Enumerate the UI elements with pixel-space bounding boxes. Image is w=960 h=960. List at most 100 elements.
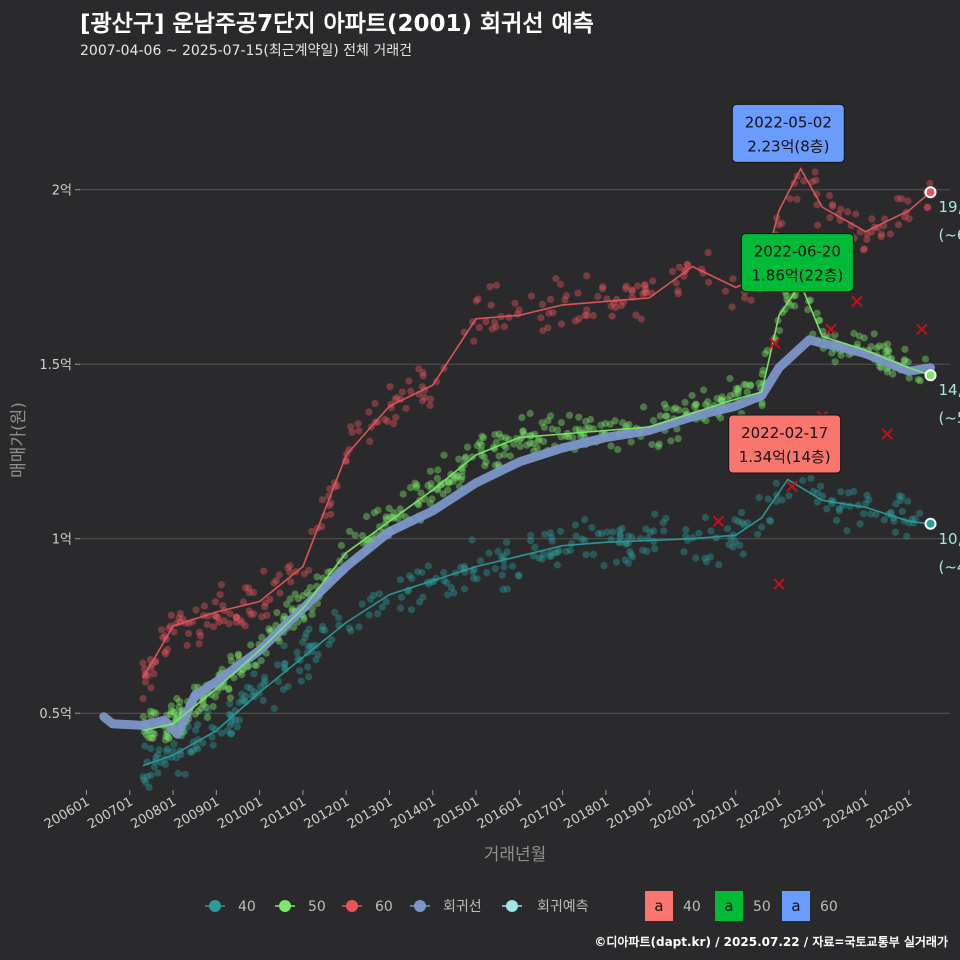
data-point <box>326 485 334 493</box>
x-tick-label: 201001 <box>215 794 265 832</box>
legend-swatch-glyph: a <box>654 897 663 915</box>
data-point <box>539 327 547 335</box>
series-50-end-point <box>926 371 935 380</box>
data-point <box>258 613 266 621</box>
data-point <box>474 295 482 303</box>
data-point <box>837 351 845 359</box>
data-point <box>444 591 452 599</box>
data-point <box>331 608 339 617</box>
data-point <box>167 702 175 710</box>
data-point <box>718 393 726 401</box>
data-point <box>598 529 606 538</box>
regression-line <box>99 335 935 739</box>
data-point <box>538 300 547 308</box>
legend-swatch <box>715 891 743 921</box>
data-point <box>503 538 511 547</box>
x-tick-label: 201401 <box>388 794 438 832</box>
data-point <box>468 536 476 544</box>
data-point <box>904 358 912 366</box>
data-point <box>598 285 607 293</box>
data-point <box>640 403 648 411</box>
data-point <box>896 496 904 505</box>
data-point <box>406 484 415 492</box>
data-point <box>491 461 499 469</box>
data-point <box>873 344 881 352</box>
data-point <box>553 561 561 569</box>
data-point <box>194 745 202 753</box>
data-point <box>263 611 271 619</box>
data-point <box>574 289 582 297</box>
data-point <box>208 733 216 741</box>
data-point <box>758 399 766 407</box>
data-point <box>281 665 289 673</box>
data-point <box>834 210 843 219</box>
data-point <box>498 553 506 561</box>
data-point <box>775 221 783 229</box>
data-point <box>147 712 155 720</box>
data-point <box>500 563 508 571</box>
data-point <box>646 528 654 536</box>
data-point <box>754 530 762 538</box>
data-point <box>203 713 211 722</box>
data-point <box>702 417 710 425</box>
data-point <box>415 501 423 509</box>
max-price-marker <box>712 515 725 527</box>
data-point <box>660 400 669 408</box>
data-point <box>402 404 410 412</box>
series-40-end-point <box>926 519 935 528</box>
data-point <box>457 563 465 572</box>
data-point <box>479 434 488 442</box>
data-point <box>547 549 555 557</box>
data-point <box>562 292 571 300</box>
data-point <box>688 391 696 400</box>
data-point <box>370 591 378 599</box>
data-point <box>581 516 589 524</box>
data-point <box>875 342 883 350</box>
data-point <box>261 603 269 611</box>
x-tick-label: 200601 <box>42 794 92 832</box>
data-point <box>775 327 784 335</box>
data-point <box>628 553 637 561</box>
data-point <box>514 571 523 579</box>
data-point <box>675 263 683 271</box>
callout-price: 1.34억(14층) <box>739 448 831 466</box>
data-point <box>819 492 827 500</box>
data-point <box>734 517 743 526</box>
data-point <box>758 401 766 410</box>
data-point <box>225 684 233 693</box>
data-point <box>870 330 878 338</box>
data-point <box>731 516 739 524</box>
data-point <box>731 537 739 546</box>
data-point <box>366 595 375 603</box>
legend-key-dot <box>209 900 221 912</box>
data-point <box>147 707 155 715</box>
data-point <box>306 642 314 650</box>
data-point <box>455 455 463 463</box>
data-point <box>374 610 382 618</box>
data-point <box>220 617 228 625</box>
data-point <box>321 626 329 635</box>
data-point <box>500 323 508 331</box>
data-point <box>247 611 255 619</box>
data-point <box>161 736 170 744</box>
data-point <box>211 612 219 620</box>
data-point <box>396 576 405 584</box>
data-point <box>139 773 147 781</box>
data-point <box>814 221 822 229</box>
data-point <box>885 347 893 355</box>
data-point <box>469 568 477 576</box>
legend-label: 회귀선 <box>443 899 482 915</box>
data-point <box>831 331 839 339</box>
legend-key-dot <box>279 900 291 912</box>
data-point <box>419 368 427 377</box>
data-point <box>149 734 157 742</box>
data-point <box>312 641 320 650</box>
data-point <box>162 650 170 658</box>
data-point <box>426 467 434 475</box>
data-point <box>433 474 441 482</box>
data-point <box>234 651 243 659</box>
data-point <box>228 729 236 737</box>
data-point <box>523 441 531 449</box>
data-point <box>583 306 591 314</box>
